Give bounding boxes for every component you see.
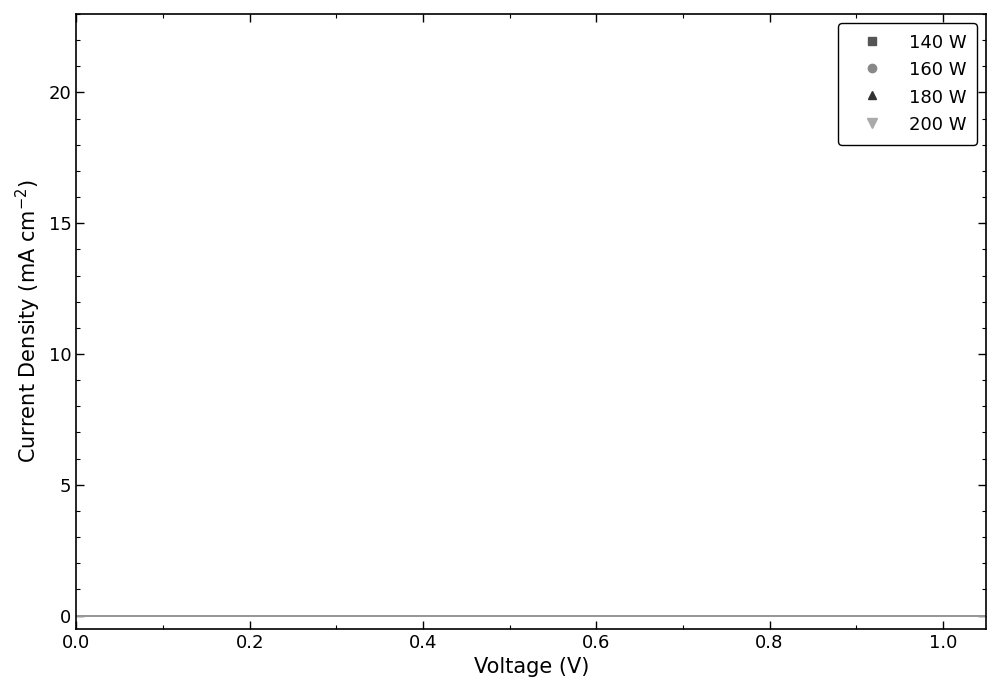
X-axis label: Voltage (V): Voltage (V) (474, 657, 589, 677)
Legend: 140 W, 160 W, 180 W, 200 W: 140 W, 160 W, 180 W, 200 W (838, 23, 977, 144)
Y-axis label: Current Density (mA cm$^{-2}$): Current Density (mA cm$^{-2}$) (14, 180, 43, 463)
